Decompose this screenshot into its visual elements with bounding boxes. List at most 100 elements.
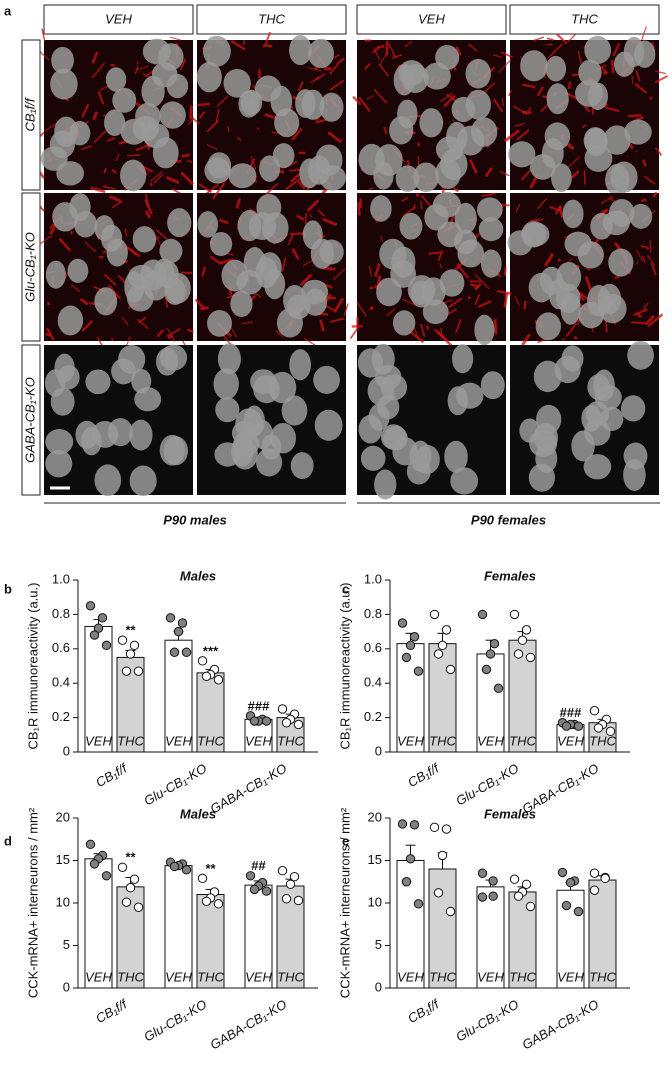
bar-series-label: THC (429, 733, 456, 748)
red-fiber (366, 95, 374, 100)
red-fiber (329, 63, 339, 75)
red-fiber (371, 46, 381, 54)
nucleus (303, 288, 327, 316)
chart-title: Females (484, 806, 536, 821)
nucleus (358, 143, 385, 176)
nucleus (313, 365, 340, 394)
red-fiber (605, 106, 620, 113)
nucleus (623, 442, 648, 470)
red-fiber (557, 258, 562, 262)
column-header: VEH (105, 11, 132, 26)
data-point (513, 649, 524, 659)
data-point (433, 888, 444, 898)
data-point (493, 683, 504, 694)
red-fiber (310, 73, 326, 84)
data-point (573, 906, 584, 917)
red-fiber (287, 234, 294, 246)
nucleus (235, 408, 263, 440)
red-fiber (493, 54, 502, 58)
nucleus (423, 62, 451, 90)
micrograph (498, 26, 669, 196)
chart-title: Females (484, 568, 536, 583)
nucleus (370, 195, 392, 222)
red-fiber (469, 280, 482, 283)
significance-label: ## (251, 858, 266, 873)
nucleus (69, 193, 91, 222)
red-fiber (281, 257, 287, 272)
red-fiber (332, 268, 346, 281)
red-fiber (356, 301, 367, 317)
red-fiber (567, 81, 572, 90)
red-fiber (156, 238, 162, 247)
micrograph (194, 182, 349, 350)
row-label: Glu-CB₁-KO (22, 232, 37, 302)
nucleus (564, 231, 592, 257)
red-fiber (475, 274, 490, 290)
nucleus (167, 208, 192, 238)
red-fiber (170, 36, 182, 41)
nucleus (142, 38, 171, 65)
micrograph (357, 343, 506, 500)
nucleus (215, 397, 240, 423)
red-fiber (654, 75, 669, 84)
nucleus (129, 465, 157, 497)
red-fiber (199, 111, 206, 119)
nucleus (111, 358, 136, 385)
data-point (488, 876, 498, 886)
red-fiber (91, 62, 106, 79)
red-fiber (289, 168, 302, 172)
y-tick-label: 0.6 (52, 640, 70, 655)
red-fiber (612, 43, 621, 57)
red-fiber (571, 170, 580, 179)
red-fiber (205, 183, 219, 195)
bar-series-label: THC (117, 969, 144, 984)
red-fiber (536, 198, 547, 210)
red-fiber (602, 71, 608, 75)
y-axis-label: CCK-mRNA+ interneurons / mm² (25, 807, 40, 998)
red-fiber (386, 308, 396, 317)
nucleus (399, 212, 423, 240)
nucleus (132, 115, 159, 142)
data-point (477, 892, 488, 902)
red-fiber (642, 255, 646, 264)
red-fiber (209, 255, 223, 266)
nucleus (166, 73, 189, 99)
data-point (525, 652, 536, 663)
nucleus (451, 96, 476, 123)
nucleus (204, 157, 231, 184)
nucleus (221, 259, 249, 292)
nucleus (439, 269, 465, 297)
red-fiber (503, 292, 509, 308)
red-fiber (58, 237, 71, 252)
red-fiber (374, 262, 381, 277)
nucleus (597, 283, 622, 315)
red-fiber (357, 202, 361, 216)
red-fiber (566, 156, 581, 169)
data-point (397, 618, 408, 628)
red-fiber (111, 168, 117, 175)
red-fiber (633, 308, 648, 316)
red-fiber (561, 338, 566, 341)
nucleus (209, 231, 233, 257)
red-fiber (536, 86, 544, 97)
nucleus (608, 248, 634, 277)
column-header: THC (571, 11, 598, 26)
red-fiber (655, 70, 666, 75)
bar (164, 865, 193, 989)
red-fiber (643, 175, 656, 185)
red-fiber (235, 198, 241, 209)
data-point (481, 664, 492, 675)
red-fiber (207, 144, 218, 151)
red-fiber (641, 159, 648, 167)
nucleus (302, 220, 323, 250)
red-fiber (556, 33, 568, 45)
red-fiber (127, 154, 141, 157)
red-fiber (136, 318, 149, 330)
red-fiber (440, 92, 454, 103)
red-fiber (500, 51, 514, 59)
red-fiber (400, 197, 409, 203)
nucleus (57, 305, 84, 336)
red-fiber (373, 47, 381, 61)
red-fiber (651, 260, 656, 267)
